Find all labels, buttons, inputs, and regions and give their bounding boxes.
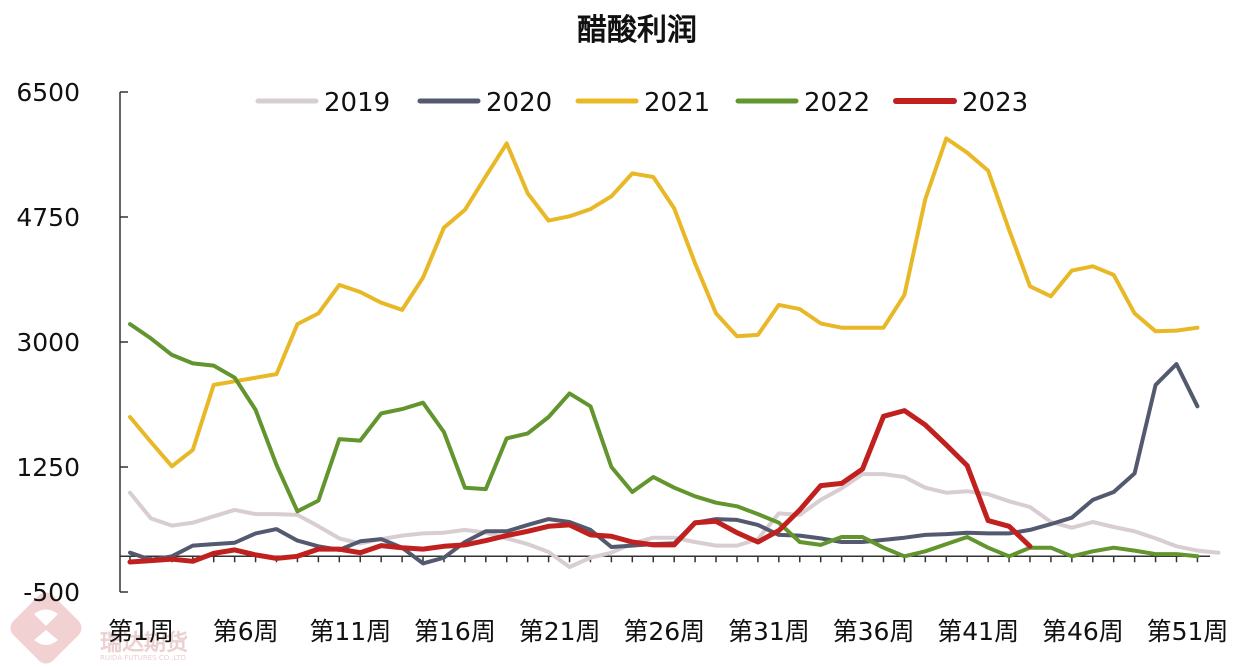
x-tick-label: 第51周 [1147,617,1229,646]
x-tick-label: 第21周 [519,617,601,646]
y-tick-label: 6500 [16,78,80,107]
legend-label-2019: 2019 [324,88,390,118]
x-axis-ticks: 第1周 第6周 第11周 第16周 第21周 第26周 第31周 第36周 第41周 第46周 第5… [108,556,1228,646]
legend-label-2020: 2020 [486,88,552,118]
legend-label-2021: 2021 [644,88,710,118]
watermark-logo: 瑞达期货 RUIDA FUTURES CO.,LTD [10,592,188,664]
series-line-2023 [127,408,1033,565]
series-line-2020 [128,362,1200,566]
y-tick-label: 1250 [16,453,80,482]
series-line-2021 [128,136,1200,469]
y-tick-label: -500 [23,578,80,607]
watermark-icon [10,592,82,664]
chart-title: 醋酸利润 [577,13,697,48]
x-tick-label: 第26周 [623,617,705,646]
series-line-2019 [128,472,1221,569]
y-tick-label: 4750 [16,203,80,232]
x-tick-label: 第6周 [213,617,279,646]
x-tick-label: 第16周 [414,617,496,646]
legend-label-2023: 2023 [962,88,1028,118]
x-tick-label: 第41周 [937,617,1019,646]
x-tick-label: 第36周 [833,617,915,646]
x-tick-label: 第31周 [728,617,810,646]
series-line-2022 [128,322,1200,559]
y-axis-ticks: -500 1250 3000 4750 6500 [16,78,128,607]
watermark-text: 瑞达期货 [100,630,188,656]
series-layer [127,136,1221,569]
x-tick-label: 第11周 [309,617,391,646]
y-tick-label: 3000 [16,328,80,357]
legend: 2019 2020 2021 2022 2023 [255,88,1028,118]
x-tick-label: 第46周 [1042,617,1124,646]
x-tick-label: 第1周 [108,617,174,646]
watermark-subtext: RUIDA FUTURES CO.,LTD [100,654,186,662]
legend-label-2022: 2022 [804,88,870,118]
